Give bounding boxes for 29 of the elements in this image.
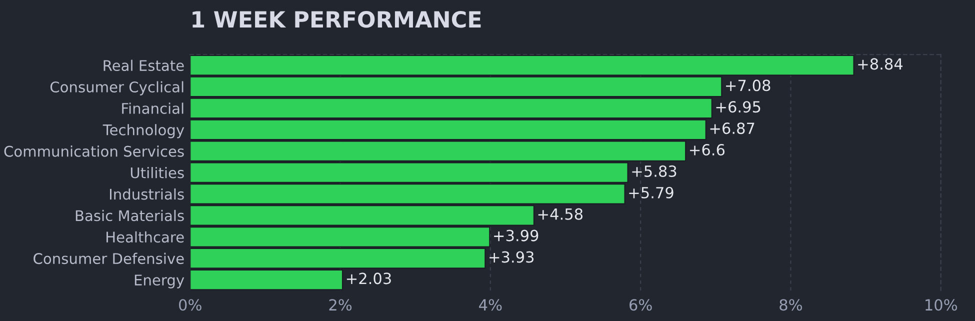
- x-tick-label: 0%: [179, 299, 202, 311]
- data-label: +7.08: [726, 80, 770, 92]
- y-tick-label: Consumer Cyclical: [50, 81, 184, 96]
- x-tick-label: 2%: [329, 299, 352, 311]
- data-label: +5.83: [632, 165, 676, 177]
- x-tick-label: 6%: [630, 299, 652, 311]
- y-tick-label: Communication Services: [4, 146, 184, 157]
- data-label: +6.95: [716, 101, 760, 113]
- x-tick-label: 4%: [479, 299, 502, 311]
- y-tick-label: Consumer Defensive: [34, 252, 184, 264]
- y-tick-label: Financial: [122, 102, 184, 114]
- data-label: +4.58: [538, 208, 583, 220]
- y-tick-label: Industrials: [110, 188, 184, 200]
- x-tick-label: 10%: [926, 299, 958, 311]
- data-label: +8.84: [858, 58, 903, 70]
- data-label: +5.79: [629, 186, 674, 198]
- y-tick-label: Energy: [134, 274, 184, 288]
- data-label: +6.6: [690, 144, 725, 156]
- y-tick-label: Basic Materials: [76, 210, 184, 222]
- chart-title: 1 WEEK PERFORMANCE: [192, 10, 481, 28]
- y-tick-label: Technology: [102, 124, 184, 138]
- data-label: +2.03: [346, 272, 391, 284]
- x-tick-label: 8%: [780, 299, 802, 311]
- data-label: +3.93: [490, 251, 534, 263]
- data-label: +6.87: [710, 122, 754, 134]
- y-tick-label: Healthcare: [106, 231, 184, 243]
- y-tick-label: Real Estate: [104, 60, 184, 72]
- data-label: +3.99: [494, 230, 538, 242]
- y-tick-label: Utilities: [130, 166, 184, 178]
